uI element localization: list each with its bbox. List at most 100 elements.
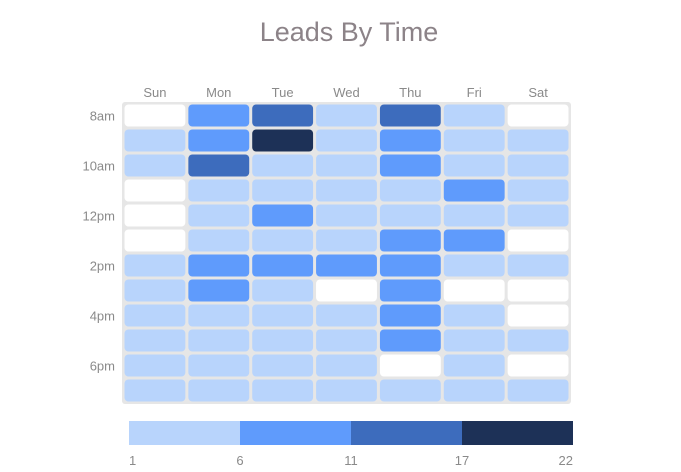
heatmap-cell (379, 104, 441, 127)
heatmap-cell (188, 229, 250, 252)
heatmap-cell (507, 129, 569, 152)
heatmap-cell (188, 104, 250, 127)
heatmap-cell (507, 379, 569, 402)
x-tick-label: Wed (333, 85, 360, 100)
heatmap-cell (124, 354, 186, 377)
heatmap-cell (316, 354, 377, 377)
heatmap-cell (316, 154, 377, 177)
y-tick-label: 10am (82, 159, 115, 174)
legend-swatch (351, 421, 462, 445)
heatmap-cell (443, 304, 505, 327)
heatmap-cell (316, 254, 377, 277)
heatmap-cell (316, 304, 377, 327)
heatmap-cell (188, 304, 250, 327)
heatmap-cell (316, 104, 377, 127)
heatmap-cell (379, 379, 441, 402)
heatmap-cell (188, 154, 250, 177)
x-tick-label: Thu (399, 85, 421, 100)
legend-swatch (129, 421, 240, 445)
heatmap-cell (252, 104, 314, 127)
heatmap-cell (252, 304, 314, 327)
heatmap-cell (316, 279, 377, 302)
x-tick-label: Sun (143, 85, 166, 100)
y-tick-label: 6pm (90, 359, 115, 374)
heatmap-cell (124, 229, 186, 252)
legend-swatch (462, 421, 573, 445)
y-axis-labels: 8am 10am 12pm 2pm 4pm 6pm (82, 109, 115, 374)
grid-background (122, 102, 571, 404)
heatmap-cell (507, 104, 569, 127)
heatmap-cell (379, 129, 441, 152)
heatmap-cell (443, 204, 505, 227)
heatmap-cell (507, 229, 569, 252)
heatmap-cell (124, 304, 186, 327)
heatmap-cell (188, 329, 250, 352)
heatmap-cell (124, 129, 186, 152)
x-tick-label: Fri (467, 85, 482, 100)
heatmap-cell (252, 154, 314, 177)
heatmap-cell (316, 179, 377, 202)
heatmap-cell (379, 179, 441, 202)
heatmap-cell (252, 179, 314, 202)
heatmap-cell (252, 354, 314, 377)
heatmap-cell (443, 154, 505, 177)
heatmap-cell (507, 204, 569, 227)
heatmap-cell (124, 204, 186, 227)
heatmap-cell (124, 379, 186, 402)
heatmap-cell (443, 104, 505, 127)
heatmap-cell (379, 329, 441, 352)
y-tick-label: 8am (90, 109, 115, 124)
heatmap-cell (507, 154, 569, 177)
heatmap-cell (252, 379, 314, 402)
heatmap-cell (507, 179, 569, 202)
heatmap-cell (124, 104, 186, 127)
heatmap-cell (443, 379, 505, 402)
heatmap-cell (316, 204, 377, 227)
heatmap-cell (379, 204, 441, 227)
heatmap-cell (443, 279, 505, 302)
heatmap-cell (443, 354, 505, 377)
heatmap-cell (188, 204, 250, 227)
legend-tick-label: 17 (455, 453, 469, 468)
heatmap-cell (379, 229, 441, 252)
heatmap-cell (316, 329, 377, 352)
heatmap-cell (124, 154, 186, 177)
heatmap-cell (507, 279, 569, 302)
heatmap-cell (188, 379, 250, 402)
heatmap-cell (443, 129, 505, 152)
heatmap-cell (443, 329, 505, 352)
heatmap-cell (124, 329, 186, 352)
heatmap-cell (188, 179, 250, 202)
heatmap-cell (443, 254, 505, 277)
heatmap-cell (124, 279, 186, 302)
heatmap-cell (188, 254, 250, 277)
heatmap-cell (507, 304, 569, 327)
y-tick-label: 4pm (90, 309, 115, 324)
heatmap-cell (443, 179, 505, 202)
heatmap-cell (124, 254, 186, 277)
heatmap-cell (252, 254, 314, 277)
legend-tick-label: 1 (129, 453, 136, 468)
heatmap-cell (379, 304, 441, 327)
heatmap-cell (379, 354, 441, 377)
heatmap-cell (188, 354, 250, 377)
heatmap-cell (443, 229, 505, 252)
heatmap-cell (188, 129, 250, 152)
heatmap-cell (252, 329, 314, 352)
heatmap-cell (507, 254, 569, 277)
x-tick-label: Mon (206, 85, 231, 100)
heatmap-cell (379, 254, 441, 277)
heatmap-cell (316, 129, 377, 152)
chart-title: Leads By Time (260, 17, 439, 47)
heatmap-cell (379, 154, 441, 177)
heatmap-cell (252, 129, 314, 152)
legend-tick-label: 22 (559, 453, 573, 468)
heatmap-cell (252, 229, 314, 252)
heatmap-cell (316, 379, 377, 402)
heatmap-cells (122, 102, 571, 404)
heatmap-cell (188, 279, 250, 302)
x-tick-label: Sat (528, 85, 548, 100)
heatmap-cell (507, 354, 569, 377)
legend-swatch (240, 421, 351, 445)
